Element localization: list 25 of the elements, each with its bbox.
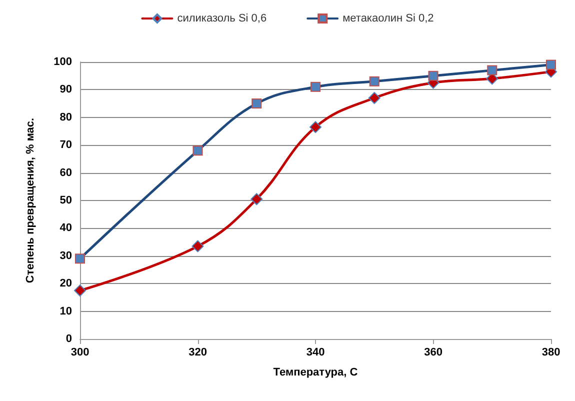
y-tick-label: 80 bbox=[60, 111, 72, 124]
y-tick-label: 10 bbox=[60, 305, 72, 318]
x-tick-label: 340 bbox=[306, 346, 325, 358]
x-tick-label: 380 bbox=[542, 346, 560, 358]
y-tick-label: 40 bbox=[60, 222, 72, 234]
y-tick-label: 100 bbox=[54, 56, 72, 68]
y-axis-title: Степень превращения, % мас. bbox=[24, 118, 36, 284]
y-tick-label: 90 bbox=[60, 84, 72, 96]
y-tick-label: 70 bbox=[60, 139, 72, 152]
point bbox=[310, 121, 322, 134]
legend-label: силиказоль Si 0,6 bbox=[177, 12, 267, 24]
y-tick-label: 20 bbox=[60, 278, 72, 290]
point bbox=[368, 92, 380, 104]
y-tick-label: 50 bbox=[60, 194, 72, 206]
legend-label: метакаолин Si 0,2 bbox=[342, 12, 434, 24]
y-tick-label: 60 bbox=[60, 166, 72, 179]
x-tick-label: 300 bbox=[70, 346, 90, 358]
y-tick-label: 30 bbox=[60, 250, 72, 262]
y-tick-label: 0 bbox=[66, 333, 72, 345]
point bbox=[192, 240, 204, 252]
point bbox=[74, 284, 86, 297]
x-tick-label: 320 bbox=[188, 346, 207, 358]
x-axis-title: Температура, С bbox=[273, 366, 358, 378]
x-tick-label: 360 bbox=[424, 346, 442, 358]
point bbox=[250, 193, 263, 206]
